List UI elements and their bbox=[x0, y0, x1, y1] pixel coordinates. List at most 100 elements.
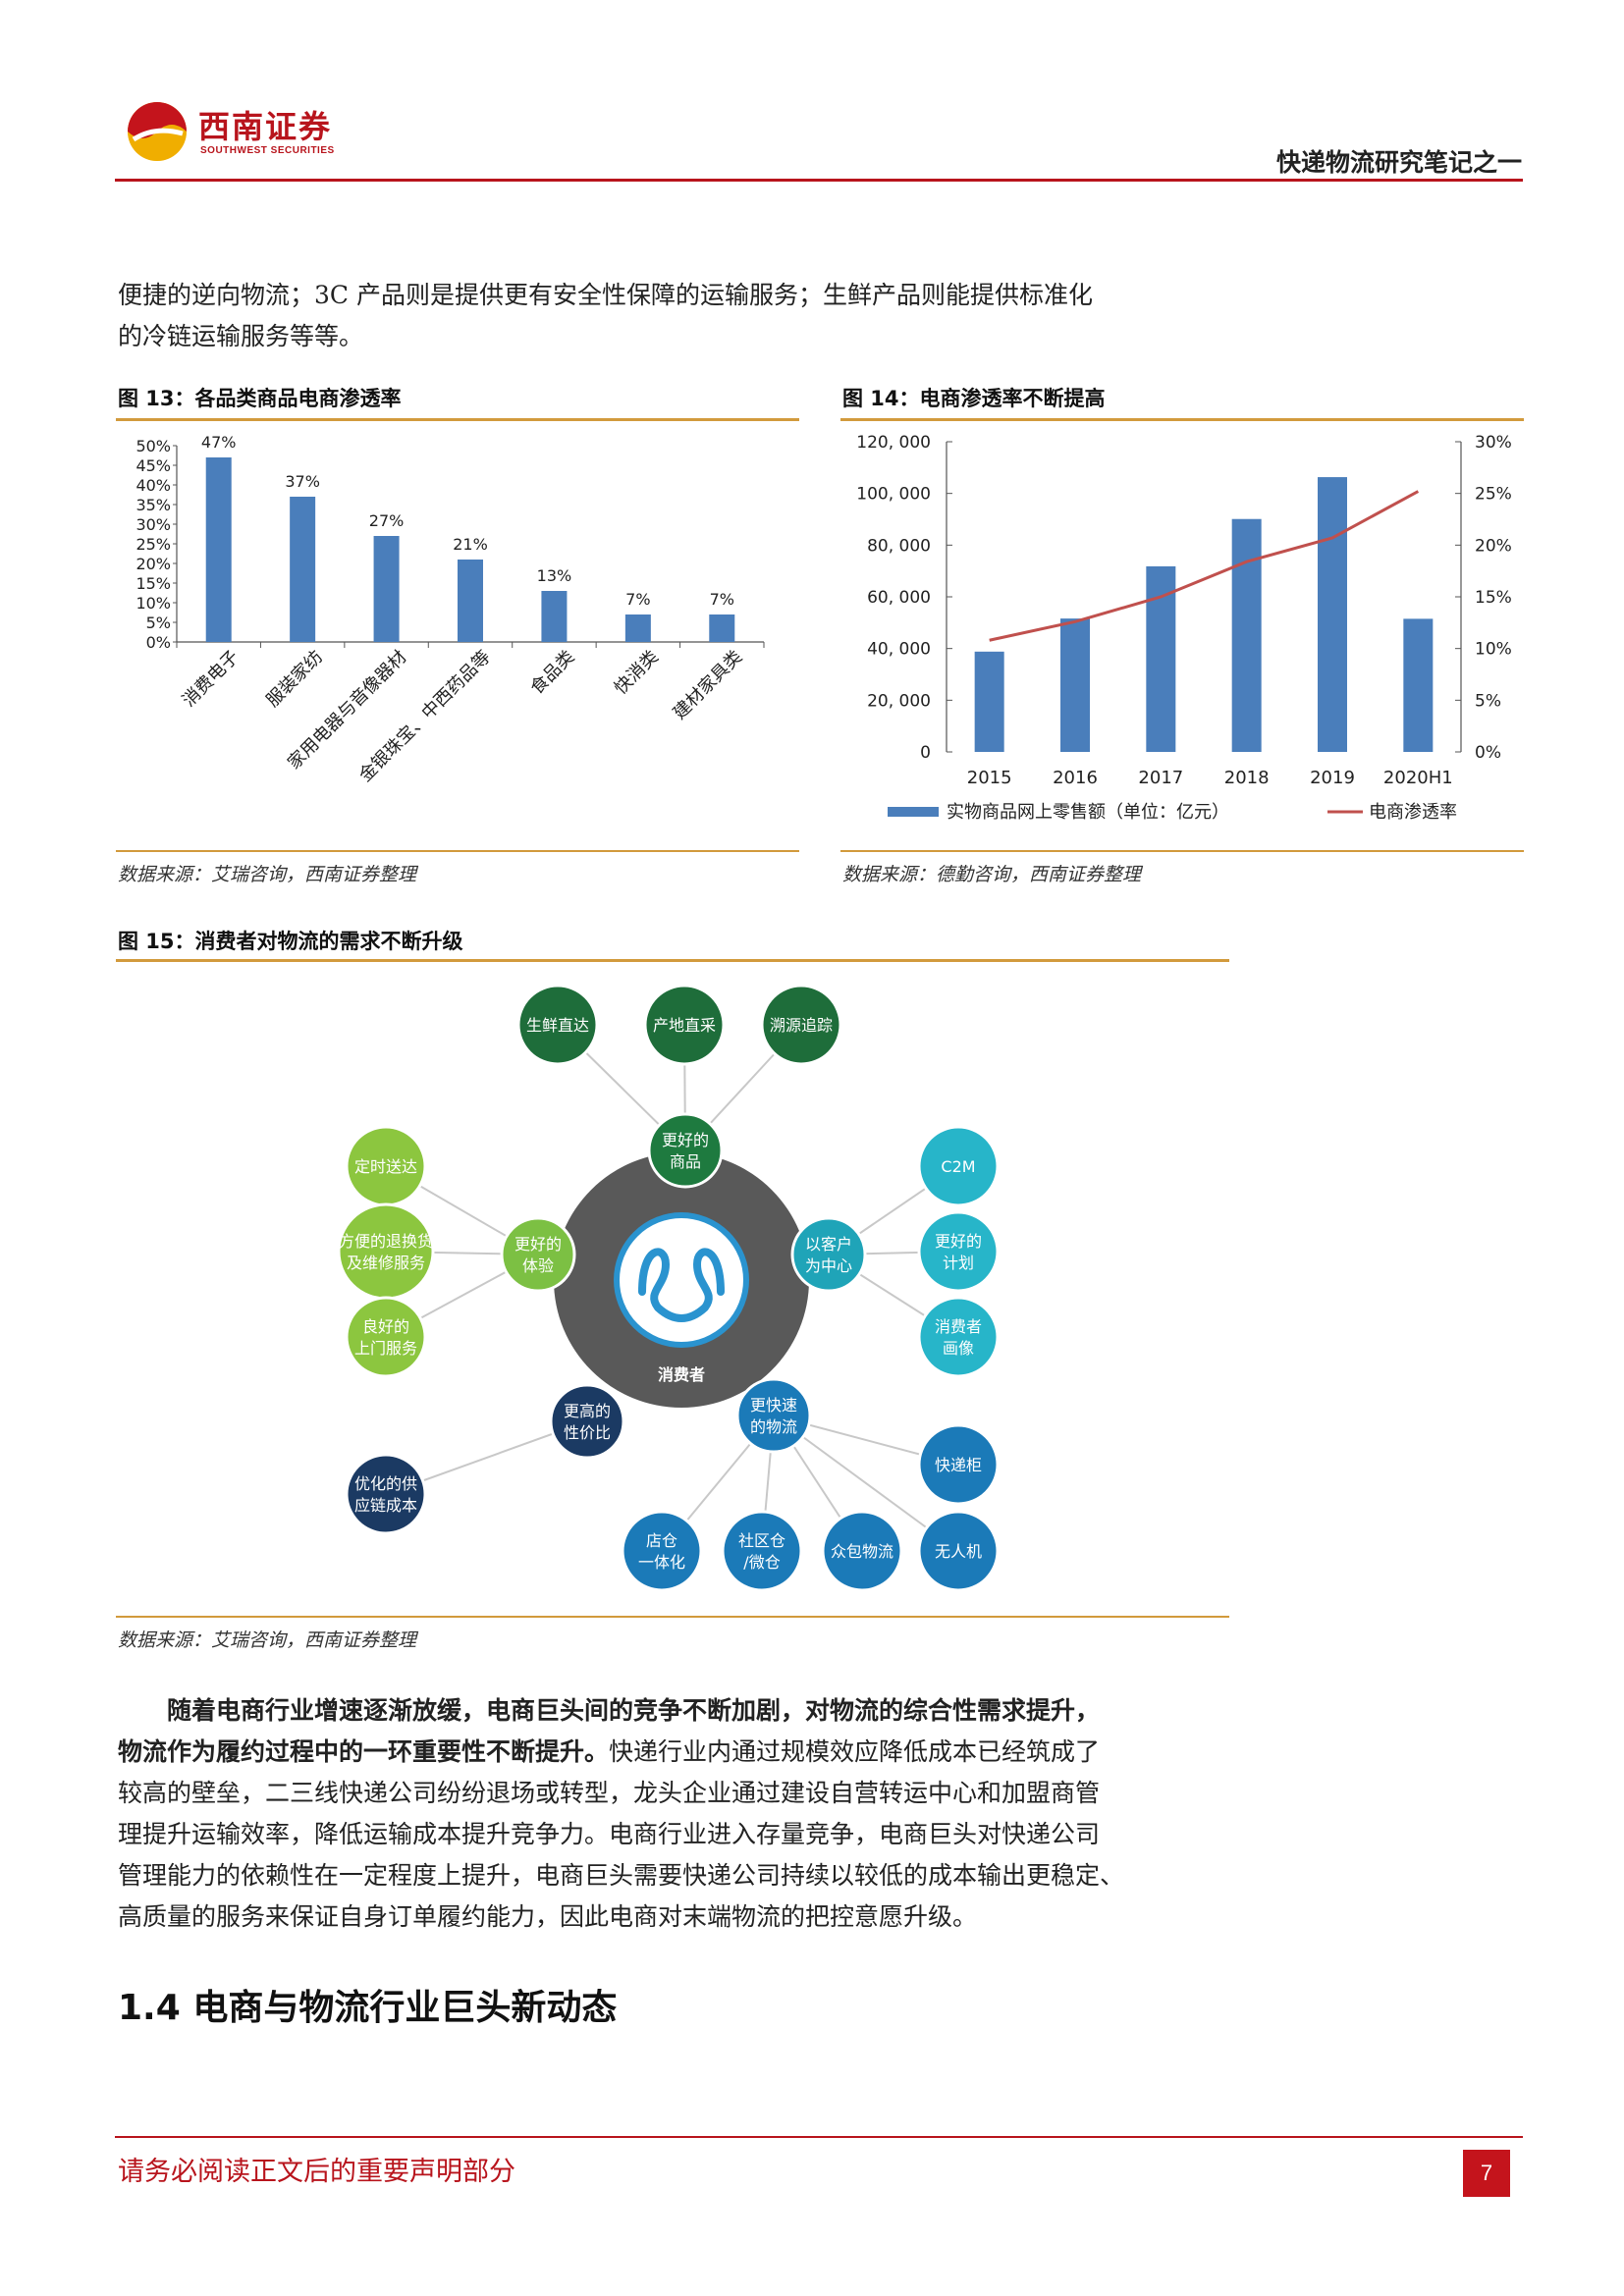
figure14-left-tick-label: 100, 000 bbox=[856, 485, 931, 505]
figure15-leaf-crowd-circle bbox=[821, 1510, 903, 1592]
figure13-y-tick-label: 5% bbox=[146, 614, 171, 632]
figure13-data-label: 21% bbox=[453, 535, 488, 554]
figure14-legend-bar-swatch bbox=[888, 807, 939, 817]
body-line-6: 高质量的服务来保证自身订单履约能力，因此电商对末端物流的把控意愿升级。 bbox=[118, 1902, 978, 1931]
consumer-icon bbox=[638, 1248, 725, 1322]
figure15-leaf-store-label: 一体化 bbox=[638, 1553, 685, 1572]
figure15-leaf-trace-label: 溯源追踪 bbox=[770, 1016, 833, 1035]
body-line-5: 管理能力的依赖性在一定程度上提升，电商巨头需要快递公司持续以较低的成本输出更稳定… bbox=[118, 1861, 1125, 1890]
figure15-leaf-returns-circle bbox=[337, 1202, 435, 1301]
figure15-leaf-supply-label: 应链成本 bbox=[354, 1496, 417, 1515]
figure13-bar-chart: 0%5%10%15%20%25%30%35%40%45%50% 47% 37% 27%… bbox=[135, 433, 765, 786]
figure13-source: 数据来源：艾瑞咨询，西南证券整理 bbox=[118, 864, 417, 885]
figure13-data-label: 27% bbox=[369, 511, 405, 530]
figure13-data-label: 7% bbox=[710, 590, 734, 609]
intro-line-1: 便捷的逆向物流；3C 产品则是提供更有安全性保障的运输服务；生鲜产品则能提供标准… bbox=[118, 281, 1093, 309]
figure13-y-tick-label: 10% bbox=[135, 594, 171, 613]
figure15-leaf-community-label: /微仓 bbox=[743, 1553, 780, 1572]
figure15-leaf-origin-label: 产地直采 bbox=[653, 1016, 716, 1035]
figure15-group-logistics-label: 更快速 bbox=[750, 1396, 797, 1415]
figure15-leaf-crowd-label: 众包物流 bbox=[831, 1542, 893, 1561]
logo-company-cn: 西南证券 bbox=[198, 108, 333, 145]
figure13-category-label: 食品类 bbox=[526, 647, 578, 699]
figure15-top-rule bbox=[116, 959, 1229, 962]
figure15-leaf-store-label: 店仓 bbox=[646, 1531, 677, 1550]
logo-company-en: SOUTHWEST SECURITIES bbox=[200, 145, 335, 156]
figure15-leaf-fresh-label: 生鲜直达 bbox=[526, 1016, 589, 1035]
page-number: 7 bbox=[1463, 2150, 1510, 2197]
figure14-bottom-rule bbox=[840, 850, 1524, 852]
figure14-right-tick-label: 0% bbox=[1475, 743, 1501, 763]
figure13-data-label: 13% bbox=[537, 566, 572, 585]
figure14-bar bbox=[1060, 618, 1090, 752]
figure15-leaf-portrait-circle bbox=[917, 1296, 1000, 1378]
figure15-leaf-portrait-label: 画像 bbox=[943, 1339, 974, 1358]
section-number: 1.4 bbox=[118, 1988, 181, 2028]
figure13-y-tick-label: 45% bbox=[135, 456, 171, 475]
figure14-legend-line-label: 电商渗透率 bbox=[1369, 802, 1457, 823]
figure15-leaf-doorstep-label: 良好的 bbox=[362, 1317, 409, 1336]
figure13-title: 图 13：各品类商品电商渗透率 bbox=[118, 387, 402, 410]
figure14-x-label: 2017 bbox=[1138, 768, 1183, 788]
figure13-category-label: 服装家纺 bbox=[262, 647, 327, 712]
figure15-leaf-trace-circle bbox=[760, 984, 842, 1066]
figure15-leaf-plan-circle bbox=[917, 1210, 1000, 1293]
figure15-leaf-returns-label: 方便的退换货 bbox=[339, 1232, 433, 1251]
figure13-bar bbox=[290, 497, 316, 642]
figure14-right-tick-label: 20% bbox=[1475, 536, 1512, 556]
figure15-leaf-doorstep-label: 上门服务 bbox=[354, 1339, 417, 1358]
figure15-group-logistics-circle bbox=[735, 1377, 812, 1454]
body-line-2: 物流作为履约过程中的一环重要性不断提升。快递行业内通过规模效应降低成本已经筑成了 bbox=[118, 1732, 1100, 1773]
figure15-leaf-c2m-label: C2M bbox=[941, 1157, 975, 1176]
figure14-penetration-line bbox=[989, 490, 1420, 642]
figure15-leaf-supply-label: 优化的供 bbox=[354, 1474, 417, 1493]
figure15-leaf-c2m-circle bbox=[917, 1125, 1000, 1207]
figure15-group-customer-circle bbox=[790, 1216, 867, 1293]
header-rule bbox=[115, 179, 1523, 182]
logo-mark-icon bbox=[128, 102, 187, 161]
figure15-leaf-drone-label: 无人机 bbox=[935, 1542, 982, 1561]
figure15-leaf-portrait-label: 消费者 bbox=[935, 1317, 982, 1336]
figure15-center-label: 消费者 bbox=[658, 1365, 705, 1384]
figure15-demand-diagram: 消费者更好的商品更好的体验以客户为中心更高的性价比更快速的物流生鲜直达 产地直采溯… bbox=[337, 984, 1000, 1592]
figure14-left-tick-label: 120, 000 bbox=[856, 433, 931, 453]
figure15-group-logistics-label: 的物流 bbox=[750, 1417, 797, 1436]
figure15-group-experience-label: 体验 bbox=[522, 1256, 554, 1275]
figure13-y-tick-label: 20% bbox=[135, 555, 171, 573]
figure14-left-tick-label: 0 bbox=[920, 743, 931, 763]
figure13-bar bbox=[458, 560, 483, 642]
company-logo: 西南证券 SOUTHWEST SECURITIES bbox=[122, 96, 357, 171]
figure13-category-label: 建材家具类 bbox=[670, 647, 746, 723]
body-line-2-rest: 快递行业内通过规模效应降低成本已经筑成了 bbox=[609, 1737, 1101, 1766]
figure13-y-tick-label: 0% bbox=[146, 633, 171, 652]
figure13-bar bbox=[709, 614, 735, 642]
figure15-leaf-locker-circle bbox=[917, 1423, 1000, 1506]
figure14-bar bbox=[1231, 518, 1262, 752]
figure14-legend-bar-label: 实物商品网上零售额（单位：亿元） bbox=[947, 802, 1229, 823]
figure14-source: 数据来源：德勤咨询，西南证券整理 bbox=[842, 864, 1142, 885]
figure14-bar bbox=[974, 651, 1004, 752]
figure14-x-label: 2020H1 bbox=[1383, 768, 1453, 788]
figure15-group-experience-label: 更好的 bbox=[514, 1235, 562, 1254]
figure13-top-rule bbox=[116, 418, 799, 421]
figure14-right-tick-label: 30% bbox=[1475, 433, 1512, 453]
figure14-x-label: 2015 bbox=[967, 768, 1012, 788]
figure15-group-customer-label: 为中心 bbox=[805, 1256, 852, 1275]
figure15-group-value-circle bbox=[549, 1383, 625, 1460]
figure13-bar bbox=[541, 591, 568, 642]
figure14-right-tick-label: 15% bbox=[1475, 588, 1512, 608]
figure15-leaf-community-circle bbox=[721, 1510, 803, 1592]
figure15-leaf-plan-label: 计划 bbox=[943, 1254, 974, 1272]
figure14-left-tick-label: 60, 000 bbox=[867, 588, 931, 608]
figure13-category-label: 快消类 bbox=[611, 647, 663, 699]
figure14-right-tick-label: 25% bbox=[1475, 485, 1512, 505]
footer-rule bbox=[115, 2136, 1523, 2138]
figure15-group-goods-label: 商品 bbox=[670, 1152, 701, 1171]
figure13-bar bbox=[205, 457, 232, 642]
figure15-leaf-fresh-circle bbox=[516, 984, 599, 1066]
figure15-leaf-store-circle bbox=[621, 1510, 703, 1592]
figure14-x-label: 2016 bbox=[1053, 768, 1098, 788]
body-line-1: 随着电商行业增速逐渐放缓，电商巨头间的竞争不断加剧，对物流的综合性需求提升， bbox=[167, 1696, 1101, 1725]
figure14-bar bbox=[1318, 477, 1347, 752]
figure13-data-label: 47% bbox=[201, 433, 237, 452]
